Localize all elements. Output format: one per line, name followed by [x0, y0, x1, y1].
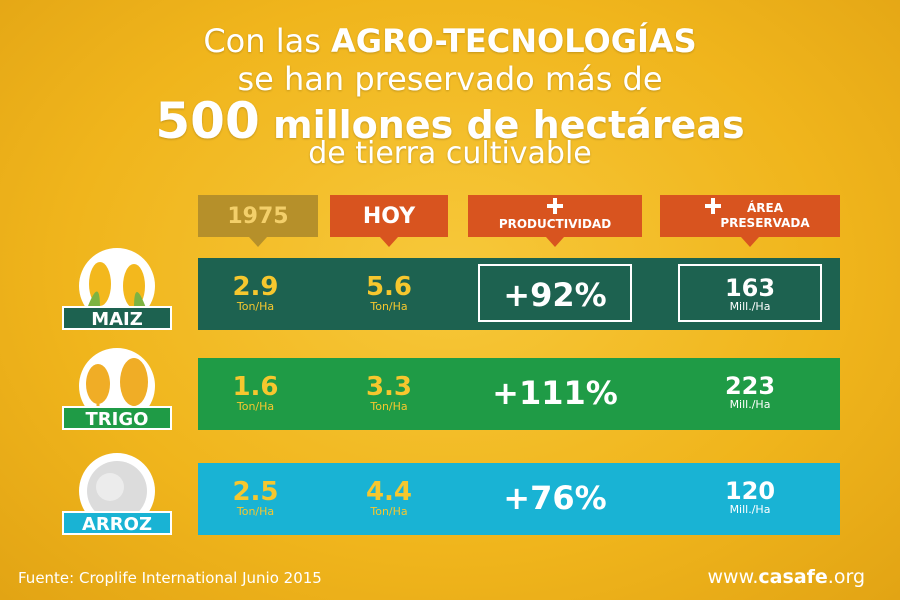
title-bold: AGRO-TECNOLOGÍAS	[331, 22, 697, 60]
productivity: +111%	[492, 374, 618, 412]
table-row: 1.6 Ton/Ha 3.3 Ton/Ha +111% 223 Mill./Ha	[198, 358, 840, 430]
title-text: millones de hectáreas	[273, 103, 745, 147]
cell: 223 Mill./Ha	[678, 364, 822, 422]
website-part: .org	[827, 566, 865, 588]
source: Fuente: Croplife International Junio 201…	[18, 569, 322, 587]
value-hoy: 5.6	[365, 272, 413, 302]
table-row: 2.9 Ton/Ha 5.6 Ton/Ha +92% 163 Mill./Ha	[198, 258, 840, 330]
area-value: 163	[724, 274, 776, 302]
header-arrow	[249, 237, 267, 247]
website: www.casafe.org	[708, 566, 866, 588]
unit: Ton/Ha	[236, 400, 275, 413]
crop-label: TRIGO	[62, 406, 172, 430]
cell: 163 Mill./Ha	[678, 264, 822, 322]
column-header: 1975	[198, 195, 318, 237]
cell: 2.5 Ton/Ha	[198, 479, 313, 518]
plus-icon	[711, 198, 715, 214]
unit: Ton/Ha	[370, 505, 408, 518]
title-line: de tierra cultivable	[308, 136, 592, 171]
header-arrow	[380, 237, 398, 247]
area-value: 223	[724, 372, 776, 400]
cell: +76%	[478, 469, 632, 527]
title-line: 500 millones de hectáreas	[0, 92, 900, 150]
plus-icon	[553, 198, 557, 214]
header-arrow	[741, 237, 759, 247]
value-hoy: 3.3	[365, 372, 413, 402]
title-line: Con las AGRO-TECNOLOGÍAS	[0, 22, 900, 60]
column-header-box: ÁREA PRESERVADA	[660, 195, 840, 237]
unit: Ton/Ha	[236, 505, 275, 518]
productivity: +92%	[503, 276, 607, 314]
value-hoy: 4.4	[365, 477, 413, 507]
column-header: PRODUCTIVIDAD	[498, 217, 612, 231]
value-1975: 1.6	[232, 372, 279, 402]
title-number: 500	[155, 92, 260, 150]
title-line: se han preservado más de	[237, 60, 663, 98]
area-unit: Mill./Ha	[729, 300, 771, 313]
column-header-box: PRODUCTIVIDAD	[468, 195, 642, 237]
crop-icon	[79, 248, 155, 324]
unit: Ton/Ha	[370, 300, 408, 313]
column-header: ÁREA PRESERVADA	[720, 201, 810, 230]
table-row: 2.5 Ton/Ha 4.4 Ton/Ha +76% 120 Mill./Ha	[198, 463, 840, 535]
crop-icon	[79, 453, 155, 529]
value-1975: 2.9	[232, 272, 279, 302]
column-header: HOY	[330, 195, 448, 237]
area-value: 120	[724, 477, 776, 505]
cell: 2.9 Ton/Ha	[198, 274, 313, 313]
crop-label: ARROZ	[62, 511, 172, 535]
cell: 4.4 Ton/Ha	[330, 479, 448, 518]
area-unit: Mill./Ha	[729, 503, 771, 516]
cell: 5.6 Ton/Ha	[330, 274, 448, 313]
cell: 120 Mill./Ha	[678, 469, 822, 527]
unit: Ton/Ha	[370, 400, 408, 413]
productivity: +76%	[503, 479, 607, 517]
area-unit: Mill./Ha	[729, 398, 771, 411]
crop-label: MAIZ	[62, 306, 172, 330]
cell: 1.6 Ton/Ha	[198, 374, 313, 413]
unit: Ton/Ha	[236, 300, 275, 313]
value-1975: 2.5	[232, 477, 279, 507]
cell: +111%	[478, 364, 632, 422]
website-part: www.	[707, 566, 759, 588]
header-arrow	[546, 237, 564, 247]
title-text: Con las	[203, 22, 321, 60]
cell: +92%	[478, 264, 632, 322]
website-brand: casafe	[758, 566, 828, 588]
cell: 3.3 Ton/Ha	[330, 374, 448, 413]
